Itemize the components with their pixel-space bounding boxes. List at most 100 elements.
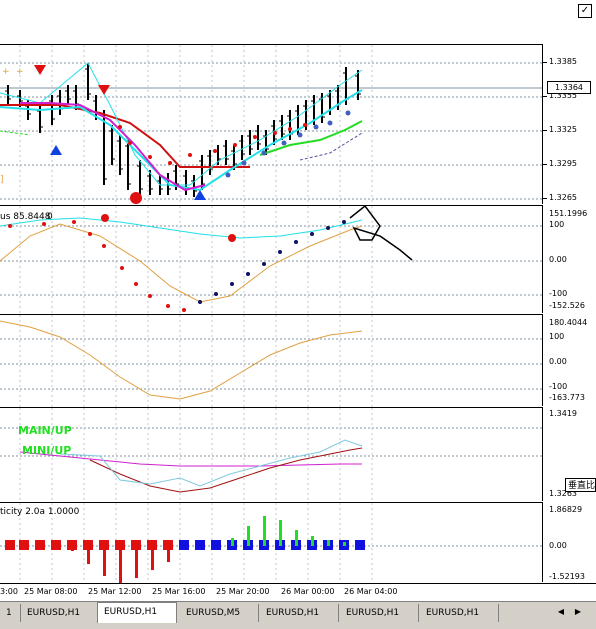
cci-dot-down — [120, 266, 124, 270]
time-axis[interactable]: 3:00 25 Mar 08:00 25 Mar 12:00 25 Mar 16… — [0, 583, 596, 601]
price-chart-pane[interactable]: + + ] — [0, 44, 542, 206]
trend-pane[interactable]: MAIN/UP MINI/UP — [0, 407, 542, 503]
histogram-block — [83, 540, 93, 550]
oscillator-pane-1[interactable]: us 85.8448 0 — [0, 205, 542, 315]
axis-label: 100 — [549, 220, 565, 229]
oscillator-1-title-tail: 0 — [47, 212, 53, 222]
support-resistance-line — [0, 104, 250, 168]
histogram-bar — [311, 536, 314, 546]
lower-envelope-line — [299, 132, 363, 161]
cci-dot-up — [230, 282, 234, 286]
cci-dot-up — [326, 226, 330, 230]
cci-dot-up — [262, 262, 266, 266]
histogram-bar — [87, 546, 90, 564]
mini-up-label: MINI/UP — [22, 444, 72, 457]
buy-arrow-icon — [50, 145, 62, 155]
scroll-left-icon[interactable]: ◀ — [557, 607, 565, 616]
signal-dot — [288, 127, 292, 131]
tab-chart-4[interactable]: EURUSD,M5 — [180, 604, 259, 622]
time-label: 26 Mar 04:00 — [344, 587, 398, 596]
left-label-plus: + — [2, 67, 10, 77]
time-label: 25 Mar 12:00 — [88, 587, 142, 596]
axis-label: 1.86829 — [549, 505, 583, 514]
signal-dot — [273, 131, 277, 135]
left-label-bracket: ] — [0, 175, 4, 185]
histogram-bar — [247, 526, 250, 546]
scroll-right-icon[interactable]: ▶ — [574, 607, 582, 616]
histogram-pane[interactable]: ticity 2.0a 1.0000 — [0, 502, 542, 584]
oscillator-pane-2[interactable] — [0, 314, 542, 408]
signal-dot — [225, 172, 231, 178]
green-average-line — [259, 120, 363, 156]
cci-dot-up — [278, 250, 282, 254]
cci-dot-up — [214, 292, 218, 296]
oscillator-1-axis[interactable]: 151.1996 100 0.00 -100 -152.526 — [542, 205, 596, 313]
histogram-block — [131, 540, 141, 550]
histogram-block — [211, 540, 221, 550]
histogram-block — [67, 540, 77, 550]
cci-fast-line — [0, 217, 363, 239]
handwriting-scribble — [349, 206, 413, 261]
signal-dot — [233, 143, 237, 147]
signal-dot — [261, 150, 267, 156]
signal-dot — [118, 125, 122, 129]
time-label: 25 Mar 20:00 — [216, 587, 270, 596]
axis-label: 0.00 — [549, 357, 567, 366]
price-axis-label: 1.3355 — [549, 91, 577, 100]
tab-chart-active[interactable]: EURUSD,H1 — [97, 602, 177, 623]
tab-chart-7[interactable]: EURUSD,H1 — [420, 604, 499, 622]
histogram-bar — [71, 546, 74, 551]
trend-red-line — [89, 447, 363, 493]
tab-chart-6[interactable]: EURUSD,H1 — [340, 604, 419, 622]
histogram-title: ticity 2.0a 1.0000 — [0, 507, 80, 517]
current-price-badge: 1.3364 — [547, 81, 591, 94]
cci-dot-down — [8, 224, 12, 228]
axis-label: -163.773 — [549, 393, 585, 402]
cci-dot-down — [72, 220, 76, 224]
time-label: 3:00 — [0, 587, 18, 596]
axis-label: 0.00 — [549, 541, 567, 550]
histogram-block — [355, 540, 365, 550]
histogram-bar — [279, 520, 282, 546]
histogram-block — [195, 540, 205, 550]
histogram-bar — [119, 546, 122, 583]
oscillator-1-canvas — [0, 206, 542, 314]
axis-label: 0.00 — [549, 255, 567, 264]
trend-canvas — [0, 408, 542, 502]
axis-label: 100 — [549, 332, 565, 341]
histogram-block — [99, 540, 109, 550]
price-axis-label: 1.3295 — [549, 159, 577, 168]
cci-dot-down — [102, 244, 106, 248]
check-icon[interactable]: ✓ — [578, 4, 592, 18]
signal-dot — [188, 153, 192, 157]
cci-dot-up — [294, 240, 298, 244]
vertical-scale-label[interactable]: 垂直比 — [565, 478, 596, 492]
trend-blue-line — [59, 439, 363, 487]
oscillator-2-axis[interactable]: 180.4044 100 0.00 -100 -163.773 — [542, 314, 596, 406]
sell-signal-marker — [130, 192, 142, 204]
left-label-plus-2: + — [16, 67, 24, 77]
histogram-bar — [263, 516, 266, 546]
oscillator-2-canvas — [0, 315, 542, 407]
signal-dot — [253, 135, 257, 139]
cci-dot-up — [246, 272, 250, 276]
histogram-bar — [167, 546, 170, 562]
histogram-canvas — [0, 503, 542, 583]
cci-dot-up — [342, 220, 346, 224]
tab-chart-1[interactable]: 1 — [0, 604, 21, 622]
window-top-area — [0, 0, 596, 44]
green-dashed-line — [0, 130, 31, 136]
price-axis[interactable]: 1.3385 1.3355 1.3325 1.3295 1.3265 1.336… — [542, 44, 596, 204]
histogram-axis[interactable]: 1.86829 0.00 -1.52193 — [542, 502, 596, 582]
tab-chart-5[interactable]: EURUSD,H1 — [260, 604, 339, 622]
histogram-bar — [231, 538, 234, 546]
price-axis-label: 1.3325 — [549, 125, 577, 134]
time-label: 26 Mar 00:00 — [281, 587, 335, 596]
signal-dot — [148, 155, 152, 159]
histogram-block — [115, 540, 125, 550]
axis-label: 151.1996 — [549, 209, 588, 218]
trend-main-line — [19, 451, 362, 467]
signal-dot — [128, 141, 132, 145]
tab-chart-2[interactable]: EURUSD,H1 — [21, 604, 100, 622]
